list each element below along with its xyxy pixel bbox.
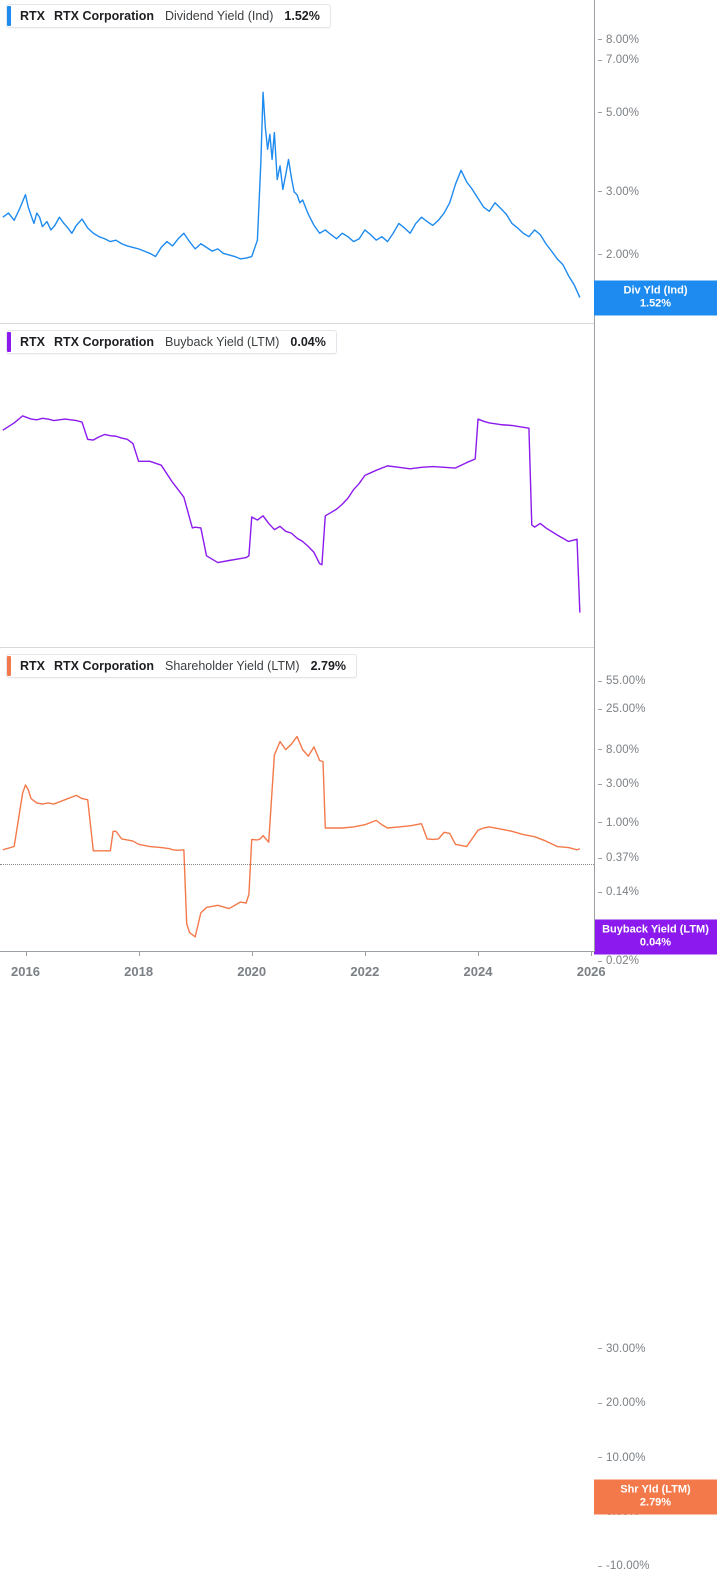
y-tick-label: 20.00% [598, 1397, 646, 1409]
plot-area-dividend-yield [0, 0, 594, 324]
y-axis-line-dividend [594, 0, 595, 324]
y-tick-label: 0.02% [598, 955, 639, 967]
legend-value: 2.79% [310, 659, 347, 673]
legend-ticker: RTX [20, 9, 45, 23]
legend-metric: Shareholder Yield (LTM) [165, 659, 300, 673]
y-tick-label: 3.00% [598, 778, 639, 790]
plot-area-buyback-yield [0, 324, 594, 648]
x-tick-label: 2022 [350, 964, 380, 979]
y-tick-label: 3.00% [598, 186, 639, 198]
legend-company: RTX Corporation [54, 9, 154, 23]
y-tick-label: 8.00% [598, 744, 639, 756]
value-flag-label: Div Yld (Ind) [623, 284, 688, 297]
y-tick-label: 25.00% [598, 703, 646, 715]
value-flag-buyback: Buyback Yield (LTM) 0.04% [594, 919, 717, 955]
x-tick-label: 2018 [124, 964, 154, 979]
legend-dividend-yield[interactable]: RTX RTX Corporation Dividend Yield (Ind)… [6, 4, 331, 28]
series-line [2, 415, 581, 613]
legend-shareholder-yield[interactable]: RTX RTX Corporation Shareholder Yield (L… [6, 654, 358, 678]
y-tick-label: 5.00% [598, 107, 639, 119]
x-tick-label: 2024 [463, 964, 493, 979]
value-flag-value: 1.52% [639, 297, 672, 310]
y-tick-label: 1.00% [598, 817, 639, 829]
legend-company: RTX Corporation [54, 659, 154, 673]
legend-metric: Dividend Yield (Ind) [165, 9, 274, 23]
legend-buyback-yield[interactable]: RTX RTX Corporation Buyback Yield (LTM) … [6, 330, 337, 354]
x-tick-mark [478, 951, 479, 956]
panel-dividend-yield: 8.00% 7.00% 5.00% 3.00% 2.00% Div Yld (Ind) … [0, 0, 717, 324]
value-flag-value: 2.79% [639, 1496, 672, 1509]
y-tick-label: 55.00% [598, 675, 646, 687]
value-flag-shareholder: Shr Yld (LTM) 2.79% [594, 1479, 717, 1515]
x-tick-label: 2026 [576, 964, 606, 979]
series-line [2, 91, 581, 298]
legend-metric: Buyback Yield (LTM) [165, 335, 280, 349]
legend-color-swatch [7, 656, 11, 676]
value-flag-label: Shr Yld (LTM) [620, 1483, 691, 1496]
y-tick-label: 30.00% [598, 1343, 646, 1355]
panel-separator-1 [0, 323, 594, 324]
y-axis-line-shareholder [594, 648, 595, 951]
x-tick-mark [364, 951, 366, 956]
legend-company: RTX Corporation [54, 335, 154, 349]
legend-ticker: RTX [20, 335, 45, 349]
y-axis-line-buyback [594, 324, 595, 648]
legend-color-swatch [7, 332, 11, 352]
x-tick-label: 2020 [237, 964, 267, 979]
value-flag-label: Buyback Yield (LTM) [602, 923, 709, 936]
y-tick-label: 2.00% [598, 249, 639, 261]
legend-color-swatch [7, 6, 11, 26]
series-line [2, 735, 581, 938]
legend-value: 1.52% [284, 9, 320, 23]
panel-buyback-yield: 55.00% 25.00% 8.00% 3.00% 1.00% 0.37% 0.14% 0.0… [0, 324, 717, 967]
plot-area-shareholder-yield [0, 648, 594, 1005]
x-tick-mark [138, 951, 140, 956]
y-tick-label: 0.37% [598, 852, 639, 864]
zero-reference-line [0, 863, 594, 865]
x-tick-label: 2016 [11, 964, 40, 979]
panel-separator-2 [0, 647, 594, 648]
x-tick-mark [25, 951, 27, 956]
x-tick-mark [251, 951, 253, 956]
legend-ticker: RTX [20, 659, 45, 673]
value-flag-value: 0.04% [639, 936, 672, 949]
legend-value: 0.04% [290, 335, 326, 349]
value-flag-dividend: Div Yld (Ind) 1.52% [594, 280, 717, 316]
panel-shareholder-yield: 30.00%20.00%10.00%0.00%-10.00% 201620182… [0, 648, 717, 1572]
x-tick-mark [591, 951, 593, 956]
y-tick-label: -10.00% [598, 1560, 650, 1572]
x-axis-line [0, 951, 595, 952]
y-tick-label: 7.00% [598, 54, 639, 66]
y-tick-label: 0.14% [598, 886, 639, 898]
y-tick-label: 10.00% [598, 1452, 646, 1464]
y-tick-label: 8.00% [598, 34, 639, 46]
